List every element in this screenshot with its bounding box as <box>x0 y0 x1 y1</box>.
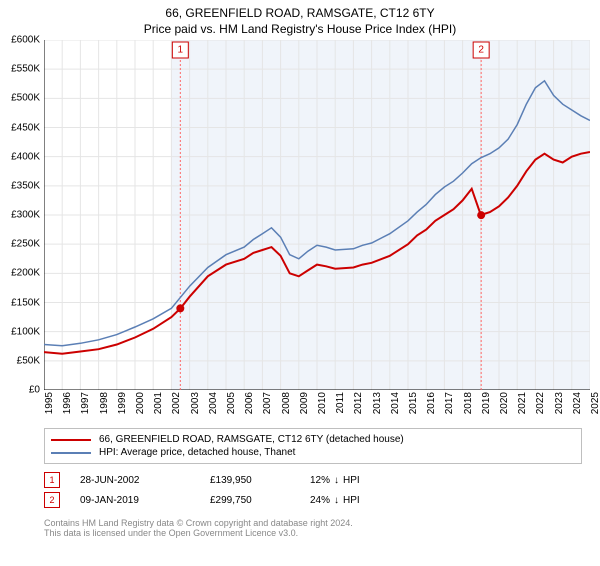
x-tick-label: 2023 <box>554 392 565 414</box>
x-tick-label: 2006 <box>244 392 255 414</box>
sale-row: 1 28-JUN-2002 £139,950 12%↓HPI <box>44 470 582 490</box>
arrow-down-icon: ↓ <box>334 495 339 506</box>
sale-marker-box: 1 <box>44 472 60 488</box>
x-axis-labels: 1995 1996 1997 1998 1999 2000 2001 2002 2003 2004… <box>44 390 590 424</box>
x-tick-label: 2025 <box>590 392 600 414</box>
x-tick-label: 2007 <box>262 392 273 414</box>
sale-vs-hpi: 12%↓HPI <box>310 475 360 486</box>
legend-box: 66, GREENFIELD ROAD, RAMSGATE, CT12 6TY … <box>44 428 582 464</box>
y-tick-label: £200K <box>11 268 40 279</box>
sale-row: 2 09-JAN-2019 £299,750 24%↓HPI <box>44 490 582 510</box>
x-tick-label: 1998 <box>99 392 110 414</box>
y-axis-labels: £0£50K£100K£150K£200K£250K£300K£350K£400… <box>0 40 42 390</box>
x-tick-label: 2015 <box>408 392 419 414</box>
x-tick-label: 2009 <box>299 392 310 414</box>
y-tick-label: £150K <box>11 297 40 308</box>
y-tick-label: £250K <box>11 239 40 250</box>
legend-swatch <box>51 439 91 441</box>
x-tick-label: 2000 <box>135 392 146 414</box>
x-tick-label: 2019 <box>481 392 492 414</box>
y-tick-label: £500K <box>11 93 40 104</box>
x-tick-label: 2004 <box>208 392 219 414</box>
x-tick-label: 2003 <box>190 392 201 414</box>
arrow-down-icon: ↓ <box>334 475 339 486</box>
y-tick-label: £550K <box>11 64 40 75</box>
x-tick-label: 1999 <box>117 392 128 414</box>
chart-area: £0£50K£100K£150K£200K£250K£300K£350K£400… <box>44 40 590 390</box>
y-tick-label: £400K <box>11 151 40 162</box>
svg-text:2: 2 <box>478 45 484 56</box>
chart-svg: 12 <box>44 40 590 390</box>
legend-item: 66, GREENFIELD ROAD, RAMSGATE, CT12 6TY … <box>51 433 575 446</box>
x-tick-label: 2021 <box>517 392 528 414</box>
x-tick-label: 2020 <box>499 392 510 414</box>
legend-label: 66, GREENFIELD ROAD, RAMSGATE, CT12 6TY … <box>99 434 404 445</box>
y-tick-label: £100K <box>11 326 40 337</box>
x-tick-label: 2010 <box>317 392 328 414</box>
sale-vs-hpi: 24%↓HPI <box>310 495 360 506</box>
x-tick-label: 1996 <box>62 392 73 414</box>
y-tick-label: £300K <box>11 210 40 221</box>
x-tick-label: 2005 <box>226 392 237 414</box>
y-tick-label: £600K <box>11 35 40 46</box>
y-tick-label: £350K <box>11 180 40 191</box>
x-tick-label: 2024 <box>572 392 583 414</box>
x-tick-label: 2017 <box>444 392 455 414</box>
page-title: 66, GREENFIELD ROAD, RAMSGATE, CT12 6TY <box>0 6 600 20</box>
footnote-line1: Contains HM Land Registry data © Crown c… <box>44 518 582 528</box>
x-tick-label: 2014 <box>390 392 401 414</box>
y-tick-label: £50K <box>17 355 40 366</box>
sales-table: 1 28-JUN-2002 £139,950 12%↓HPI 2 09-JAN-2019 £… <box>44 470 582 510</box>
x-tick-label: 2008 <box>281 392 292 414</box>
legend-swatch <box>51 452 91 454</box>
page-subtitle: Price paid vs. HM Land Registry's House … <box>0 22 600 36</box>
legend-label: HPI: Average price, detached house, Than… <box>99 447 295 458</box>
sale-marker-box: 2 <box>44 492 60 508</box>
x-tick-label: 1995 <box>44 392 55 414</box>
x-tick-label: 2013 <box>372 392 383 414</box>
y-tick-label: £450K <box>11 122 40 133</box>
sale-price: £139,950 <box>210 475 290 486</box>
sale-date: 09-JAN-2019 <box>80 495 190 506</box>
footnote-line2: This data is licensed under the Open Gov… <box>44 528 582 538</box>
x-tick-label: 2012 <box>353 392 364 414</box>
x-tick-label: 1997 <box>80 392 91 414</box>
x-tick-label: 2011 <box>335 392 346 414</box>
x-tick-label: 2002 <box>171 392 182 414</box>
legend-item: HPI: Average price, detached house, Than… <box>51 446 575 459</box>
x-tick-label: 2001 <box>153 392 164 414</box>
footnote: Contains HM Land Registry data © Crown c… <box>44 518 582 538</box>
x-tick-label: 2016 <box>426 392 437 414</box>
x-tick-label: 2022 <box>535 392 546 414</box>
x-tick-label: 2018 <box>463 392 474 414</box>
svg-text:1: 1 <box>178 45 184 56</box>
sale-date: 28-JUN-2002 <box>80 475 190 486</box>
sale-price: £299,750 <box>210 495 290 506</box>
y-tick-label: £0 <box>29 385 40 396</box>
